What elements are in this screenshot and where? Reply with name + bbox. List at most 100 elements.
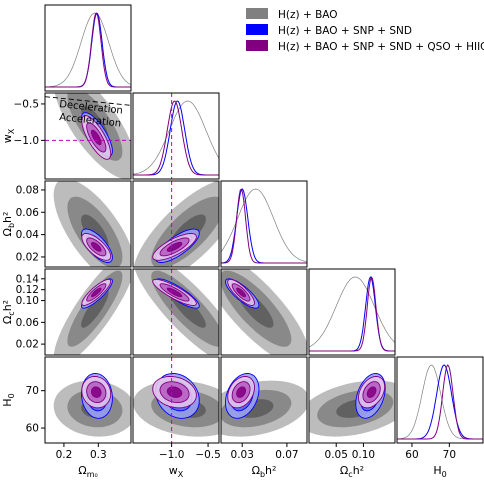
panel-content: [309, 373, 395, 437]
y-axis-label-och2: Ωch²: [1, 300, 16, 324]
contour-om-wx-series-2-level-1: [90, 129, 102, 146]
x-axis-label-sub: m₀: [87, 470, 98, 479]
panel-content: [133, 93, 219, 179]
panel-frame: [44, 92, 132, 180]
legend-swatch: [246, 24, 268, 35]
panel-wx-obh2: [132, 180, 220, 268]
marginal-curve-och2-series-0: [309, 276, 395, 348]
y-tick-label: 0.02: [16, 251, 39, 263]
y-tick-label: 0.08: [16, 184, 39, 196]
panel-om-och2: 0.140.120.10 0.06 0.02 Ωch²: [1, 268, 132, 356]
panel-och2-och2: [308, 268, 396, 356]
x-tick-label: 0.3: [90, 449, 107, 461]
legend-swatch: [246, 8, 268, 19]
contour-om-och2-series-2-level-1: [90, 287, 102, 298]
y-axis-label-wx: wX: [1, 128, 16, 143]
panel-frame: [308, 268, 396, 356]
y-axis-label-suffix: h²: [1, 300, 14, 311]
marginal-curve-wx-series-0: [133, 100, 219, 175]
contour-obh2-h0-series-2-level-1: [236, 386, 247, 398]
panel-obh2-och2: [220, 268, 308, 356]
marginal-curve-om-series-1: [45, 12, 131, 88]
x-axis-label-wx: wX: [169, 464, 184, 479]
x-axis-label-sub: b: [260, 470, 265, 479]
y-axis-label-sub: c: [7, 311, 16, 315]
marginal-curve-obh2-series-0: [221, 188, 307, 263]
panel-content: [397, 364, 483, 440]
legend: H(z) + BAO H(z) + BAO + SNP + SND H(z) +…: [246, 8, 484, 53]
panel-h0-h0: 60 70 H0: [396, 356, 484, 479]
panel-content: [133, 181, 219, 267]
x-tick-label: −0.5: [195, 449, 221, 461]
contour-obh2-och2-series-2-level-1: [236, 287, 247, 298]
contour-om-h0-series-2-level-1: [90, 386, 102, 398]
x-axis-label-h0: H0: [433, 464, 446, 479]
y-axis-label-obh2: Ωbh²: [1, 212, 16, 237]
marginal-curve-och2-series-1: [309, 276, 395, 352]
x-axis-label-obh2: Ωbh²: [252, 464, 277, 479]
panel-frame: [44, 4, 132, 92]
contour-wx-obh2-series-2-level-1: [166, 241, 183, 252]
contour-om-obh2-series-2-level-1: [90, 241, 102, 252]
y-tick-label: 0.02: [16, 339, 39, 351]
x-tick-label: 0.05: [325, 449, 348, 461]
x-axis-label-sub: 0: [442, 470, 447, 479]
panel-om-h0: 0.2 0.3 Ωm₀ 70 60 H0: [1, 356, 132, 479]
legend-label: H(z) + BAO + SNP + SND: [278, 25, 412, 37]
contour-och2-h0-series-2-level-1: [366, 386, 377, 398]
panel-content: [309, 276, 395, 352]
x-tick-label: 0.10: [352, 449, 375, 461]
panel-frame: [44, 180, 132, 268]
legend-swatch: [246, 40, 268, 51]
panel-content: [134, 269, 219, 355]
panel-frame: [220, 356, 308, 444]
x-tick-label: 0.2: [56, 449, 73, 461]
x-axis-label-suffix: h²: [353, 464, 364, 477]
marginal-curve-h0-series-2: [397, 364, 483, 440]
contour-wx-h0-series-2-level-1: [166, 386, 183, 398]
y-tick-label: 0.12: [16, 284, 39, 296]
panel-frame: [308, 356, 396, 444]
panel-frame: [132, 356, 220, 444]
marginal-curve-obh2-series-2: [221, 188, 307, 264]
contour-wx-och2-series-2-level-1: [166, 287, 183, 298]
panel-content: [133, 357, 219, 443]
y-tick-label: 0.06: [16, 317, 40, 329]
panel-content: [53, 181, 131, 267]
contour-om-och2-series-0-level-1: [81, 289, 109, 328]
panel-obh2-obh2: [220, 180, 308, 268]
x-tick-label: 60: [405, 449, 418, 461]
y-tick-label: −1.0: [14, 135, 40, 147]
marginal-curve-och2-series-2: [309, 276, 395, 352]
panel-och2-h0: 0.05 0.10 Ωch²: [308, 356, 396, 479]
panel-om-om: [44, 4, 132, 92]
y-tick-label: 0.04: [16, 229, 40, 241]
legend-label: H(z) + BAO + SNP + SND + QSO + HIIG: [278, 41, 484, 53]
x-tick-label: −1.0: [159, 449, 185, 461]
x-tick-label: 0.07: [275, 449, 298, 461]
y-tick-label: 0.14: [16, 273, 40, 285]
panel-obh2-h0: 0.03 0.07 Ωbh²: [220, 356, 308, 479]
panel-frame: [220, 180, 308, 268]
panel-content: [221, 188, 307, 264]
y-tick-label: 0.06: [16, 207, 40, 219]
deceleration-boundary: [45, 96, 131, 106]
marginal-curve-wx-series-2: [133, 100, 219, 176]
x-tick-label: 0.03: [231, 449, 254, 461]
y-tick-label: 60: [26, 423, 39, 435]
y-tick-label: 0.10: [16, 295, 39, 307]
y-tick-label: 70: [26, 385, 39, 397]
marginal-curve-wx-series-1: [133, 100, 219, 176]
panel-frame: [44, 356, 132, 444]
x-axis-label-om: Ωm₀: [78, 464, 97, 479]
panel-frame: [44, 268, 132, 356]
y-tick-label: −0.5: [14, 98, 40, 110]
legend-label: H(z) + BAO: [278, 9, 338, 21]
panel-wx-h0: −1.0 −0.5 wX: [132, 356, 221, 479]
marginal-curve-om-series-0: [45, 12, 131, 88]
panel-frame: [220, 268, 308, 356]
x-axis-label-och2: Ωch²: [340, 464, 364, 479]
